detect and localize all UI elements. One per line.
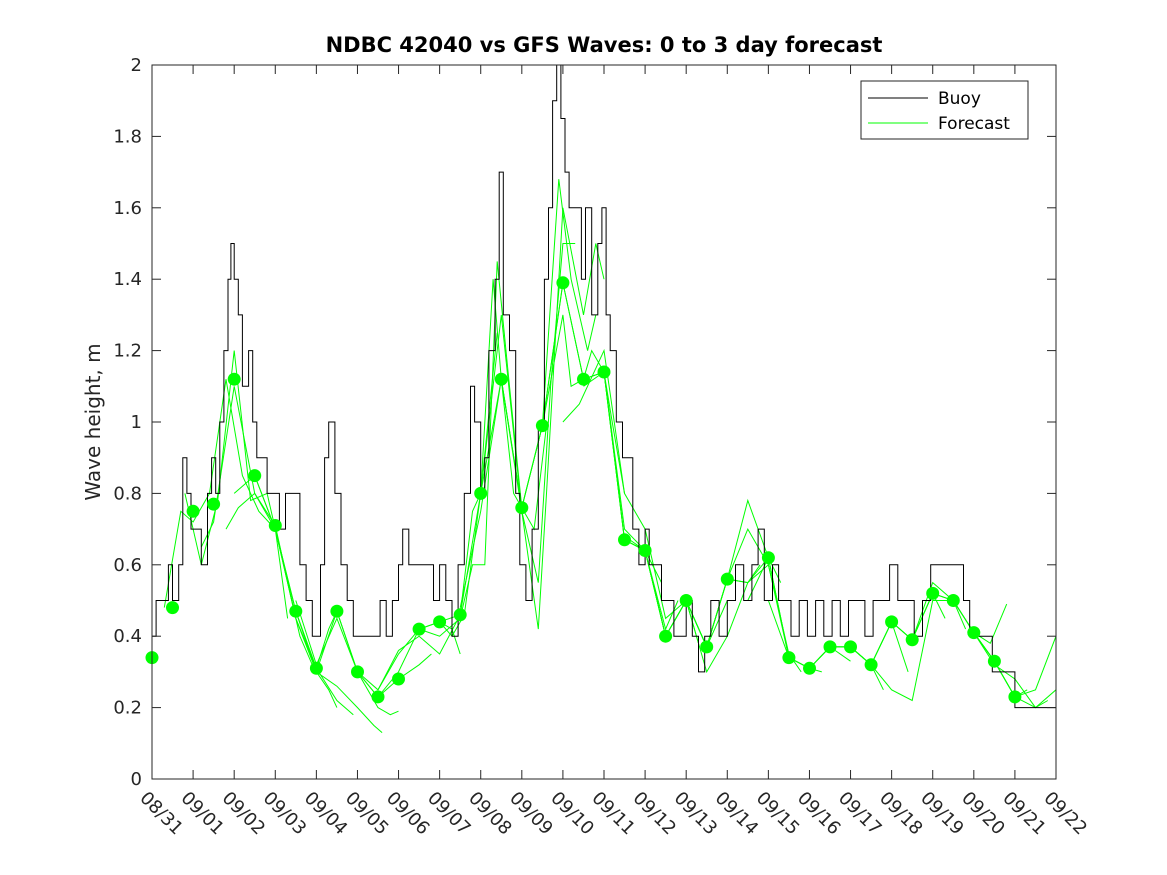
legend-box [860,80,1029,140]
forecast-marker-27 [679,594,693,607]
y-tick-label: 0 [131,769,142,790]
forecast-marker-12 [371,690,385,704]
forecast-marker-26 [659,629,673,643]
legend: Buoy Forecast [860,80,1029,140]
y-tick-label: 1 [131,412,142,433]
forecast-marker-23 [597,365,611,379]
forecast-marker-29 [720,572,734,586]
y-tick-label: 0.2 [113,698,142,719]
forecast-marker-33 [823,640,837,654]
forecast-marker-18 [494,372,508,386]
y-tick-label: 0.8 [113,483,142,504]
forecast-marker-40 [967,626,981,640]
forecast-marker-17 [474,486,488,500]
forecast-marker-28 [700,640,714,654]
forecast-line-6 [254,475,399,716]
forecast-marker-4 [207,497,221,511]
plot-area [152,65,1056,779]
forecast-marker-42 [1008,690,1022,704]
forecast-marker-16 [453,608,467,622]
y-axis-ticks: 0 0.2 0.4 0.6 0.8 1 1.2 1.4 1.6 1.8 2 [113,55,1056,790]
forecast-marker-5 [227,372,241,386]
forecast-marker-36 [885,615,899,629]
forecast-marker-31 [782,651,796,665]
forecast-marker-8 [289,604,303,618]
y-axis-label: Wave height, m [81,343,105,500]
forecast-marker-11 [351,665,364,679]
forecast-line-8 [315,609,461,698]
forecast-marker-35 [864,658,878,672]
y-tick-label: 1.8 [113,126,142,147]
forecast-marker-22 [577,372,590,386]
forecast-marker-3 [186,504,200,518]
forecast-marker-41 [987,654,1001,668]
forecast-marker-20 [535,419,549,433]
forecast-marker-38 [926,586,940,600]
forecast-marker-30 [761,551,775,565]
y-tick-label: 1.4 [113,269,142,290]
legend-buoy-label: Buoy [938,89,981,109]
forecast-marker-24 [618,533,631,547]
forecast-line-11 [418,261,547,637]
forecast-marker-15 [433,615,447,629]
forecast-marker-21 [556,276,570,290]
forecast-marker-34 [844,640,857,654]
y-tick-label: 0.6 [113,555,142,576]
chart-title: NDBC 42040 vs GFS Waves: 0 to 3 day fore… [326,33,883,57]
forecast-markers [145,276,1022,704]
forecast-marker-39 [946,594,960,607]
forecast-marker-7 [268,519,282,532]
y-tick-label: 1.2 [113,341,142,362]
forecast-marker-13 [392,672,405,686]
forecast-line-17 [541,282,679,631]
legend-forecast-label: Forecast [938,114,1010,134]
forecast-line-10 [377,279,523,691]
forecast-marker-14 [412,622,426,636]
forecast-marker-2 [166,601,179,615]
y-tick-label: 0.4 [113,626,142,647]
forecast-marker-32 [803,661,816,675]
forecast-marker-19 [515,501,529,515]
forecast-marker-9 [309,661,323,675]
forecast-marker-25 [638,544,652,557]
y-tick-label: 1.6 [113,198,142,219]
forecast-marker-37 [905,633,919,647]
forecast-marker-6 [248,469,262,483]
forecast-marker-10 [330,604,344,618]
y-tick-label: 2 [131,55,142,76]
